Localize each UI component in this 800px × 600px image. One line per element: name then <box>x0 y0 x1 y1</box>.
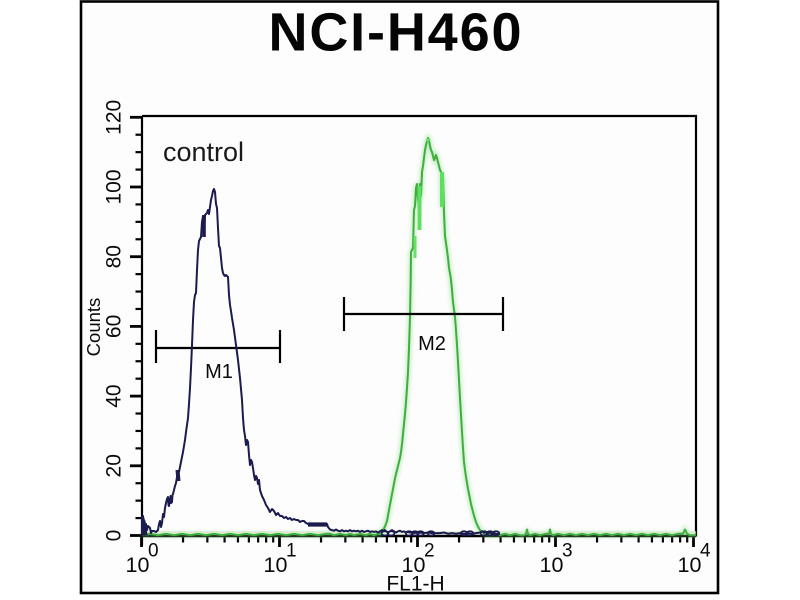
svg-text:0: 0 <box>103 530 126 542</box>
svg-text:120: 120 <box>103 100 126 135</box>
svg-text:101: 101 <box>264 541 297 578</box>
svg-text:control: control <box>163 137 244 167</box>
svg-text:Counts: Counts <box>83 298 104 357</box>
svg-text:60: 60 <box>103 315 126 338</box>
svg-text:M2: M2 <box>418 333 446 355</box>
svg-text:104: 104 <box>678 541 712 578</box>
svg-text:M1: M1 <box>205 361 233 383</box>
svg-text:FL1-H: FL1-H <box>386 573 444 596</box>
svg-text:100: 100 <box>103 169 126 204</box>
svg-text:20: 20 <box>103 454 126 477</box>
svg-text:100: 100 <box>126 541 159 578</box>
svg-text:102: 102 <box>402 541 435 578</box>
svg-text:80: 80 <box>103 245 126 268</box>
svg-text:NCI-H460: NCI-H460 <box>269 3 522 63</box>
svg-text:103: 103 <box>540 541 573 578</box>
svg-text:40: 40 <box>103 384 126 407</box>
